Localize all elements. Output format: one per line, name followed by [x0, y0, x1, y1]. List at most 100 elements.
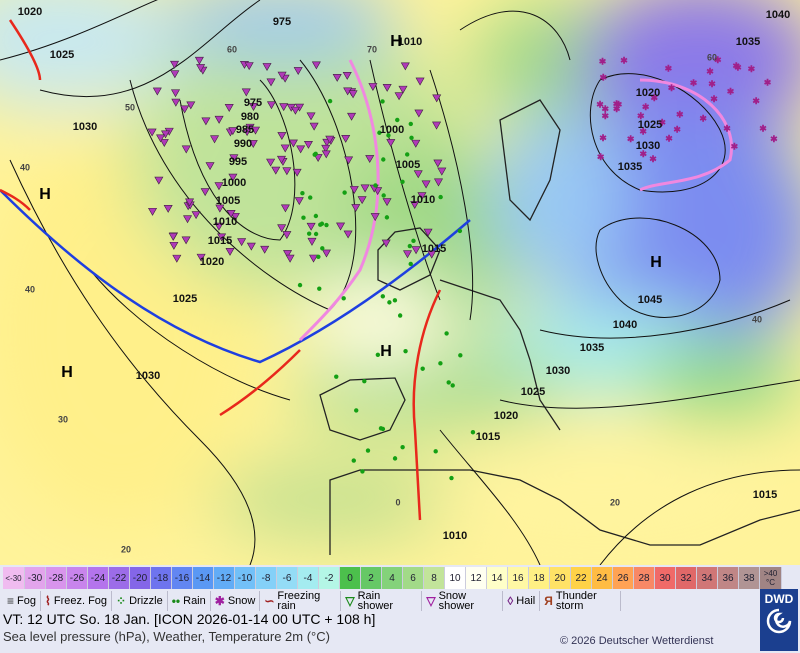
rain [400, 179, 405, 185]
snow: ✱ [752, 96, 760, 106]
rain [444, 331, 449, 336]
isobar-label: 1020 [18, 6, 42, 18]
rain [381, 157, 386, 162]
snow-shower [368, 83, 378, 91]
scale-cell: 10 [445, 567, 466, 589]
isobar-label: 990 [234, 138, 252, 150]
snow-shower [276, 155, 286, 164]
scale-cell: -18 [151, 567, 172, 589]
rain [395, 117, 400, 123]
legend-item: ∽ Freezing rain [260, 591, 342, 612]
rain [318, 222, 323, 227]
legend-icon: Я [544, 594, 553, 608]
rain [458, 353, 463, 358]
rain [397, 313, 403, 318]
snow: ✱ [710, 94, 718, 104]
scale-cell: 38 [739, 567, 760, 589]
rain [313, 213, 319, 219]
logo-text: DWD [764, 592, 794, 606]
scale-cell: 22 [571, 567, 592, 589]
snow-shower [200, 188, 210, 197]
snow: ✱ [690, 78, 698, 88]
snow-shower [224, 104, 234, 112]
weather-symbols: ✱✱✱✱✱✱✱✱✱✱✱✱✱✱✱✱✱✱✱✱✱✱✱✱✱✱✱✱✱✱✱✱✱✱✱✱✱✱✱✱ [147, 55, 778, 481]
legend-icon: ≡ [7, 594, 15, 608]
snow: ✱ [665, 133, 673, 143]
rain [392, 456, 398, 461]
isobar-label: 1030 [636, 140, 660, 152]
legend-icon: ⁘ [116, 594, 127, 608]
snow: ✱ [658, 117, 666, 127]
isobar-label: 1025 [638, 119, 662, 131]
snow-shower [433, 159, 443, 168]
snow-shower [349, 186, 359, 194]
rain [446, 380, 451, 385]
isobar-label: 1000 [380, 124, 404, 136]
scale-cell: -14 [193, 567, 214, 589]
valid-time: VT: 12 UTC So. 18 Jan. [ICON 2026-01-14 … [3, 611, 376, 627]
scale-cell: 24 [592, 567, 613, 589]
scale-cell: 16 [508, 567, 529, 589]
legend-icon: ▽ [345, 594, 355, 608]
snow-shower [365, 155, 375, 164]
rain [408, 261, 413, 267]
snow-shower [288, 139, 298, 148]
snow-shower [185, 198, 195, 207]
scale-cell: -6 [277, 567, 298, 589]
rain [324, 222, 329, 228]
snow-shower [382, 198, 392, 207]
rain [420, 366, 425, 371]
snow-shower [266, 78, 276, 87]
legend-icon: •• [171, 594, 181, 608]
snow-shower [293, 67, 303, 76]
snow-shower [343, 230, 353, 239]
isobar-label: 985 [236, 124, 254, 136]
rain [316, 254, 321, 259]
scale-cell: 18 [529, 567, 550, 589]
legend-icon: ∽ [264, 594, 275, 608]
snow-shower [161, 130, 171, 139]
rain [457, 228, 463, 234]
scale-cell: 8 [424, 567, 445, 589]
map: ✱✱✱✱✱✱✱✱✱✱✱✱✱✱✱✱✱✱✱✱✱✱✱✱✱✱✱✱✱✱✱✱✱✱✱✱✱✱✱✱… [0, 0, 800, 565]
snow-shower [336, 222, 346, 231]
scale-high: >40 °C [760, 567, 782, 589]
rain [377, 130, 382, 135]
isotherm-label: 60 [707, 52, 717, 62]
coastlines [319, 99, 800, 555]
isotherm-label: 50 [125, 102, 135, 112]
snow-shower [181, 145, 191, 154]
isobar-label: 975 [244, 97, 262, 109]
scale-high-label: >40 [763, 569, 778, 578]
snow-shower [170, 89, 181, 98]
scale-cell: 12 [466, 567, 487, 589]
snow-shower [411, 246, 421, 255]
isobar-label: 1015 [422, 243, 446, 255]
snow-shower [285, 254, 295, 263]
snow: ✱ [613, 104, 621, 114]
isobar-label: 1020 [494, 410, 518, 422]
snow-shower [321, 150, 331, 159]
snow-shower [290, 106, 300, 115]
snow-shower [215, 204, 225, 213]
logo: DWD [760, 589, 798, 651]
snow-shower [226, 210, 236, 218]
snow-shower [225, 247, 235, 256]
isobar-label: 1025 [50, 49, 74, 61]
snow-shower [217, 233, 227, 242]
snow: ✱ [627, 134, 635, 144]
snow-shower [309, 254, 319, 263]
rain [317, 286, 322, 291]
legend-item: ≡ Fog [3, 591, 41, 611]
snow-shower [360, 184, 370, 193]
snow: ✱ [708, 79, 716, 89]
rain [381, 193, 386, 198]
snow-shower [172, 254, 182, 263]
isobar-label: 995 [229, 156, 247, 168]
map-labels: 1020102510309751010104010359759809859909… [18, 6, 790, 554]
scale-cell: -30 [25, 567, 46, 589]
snow-shower [245, 123, 255, 132]
snow-shower [294, 197, 304, 206]
snow-shower [279, 103, 289, 112]
weather-legend: ≡ Fog ⌇ Freez. Fog ⁘ Drizzle •• Rain ✱ Snow ∽ Freez… [3, 590, 622, 612]
